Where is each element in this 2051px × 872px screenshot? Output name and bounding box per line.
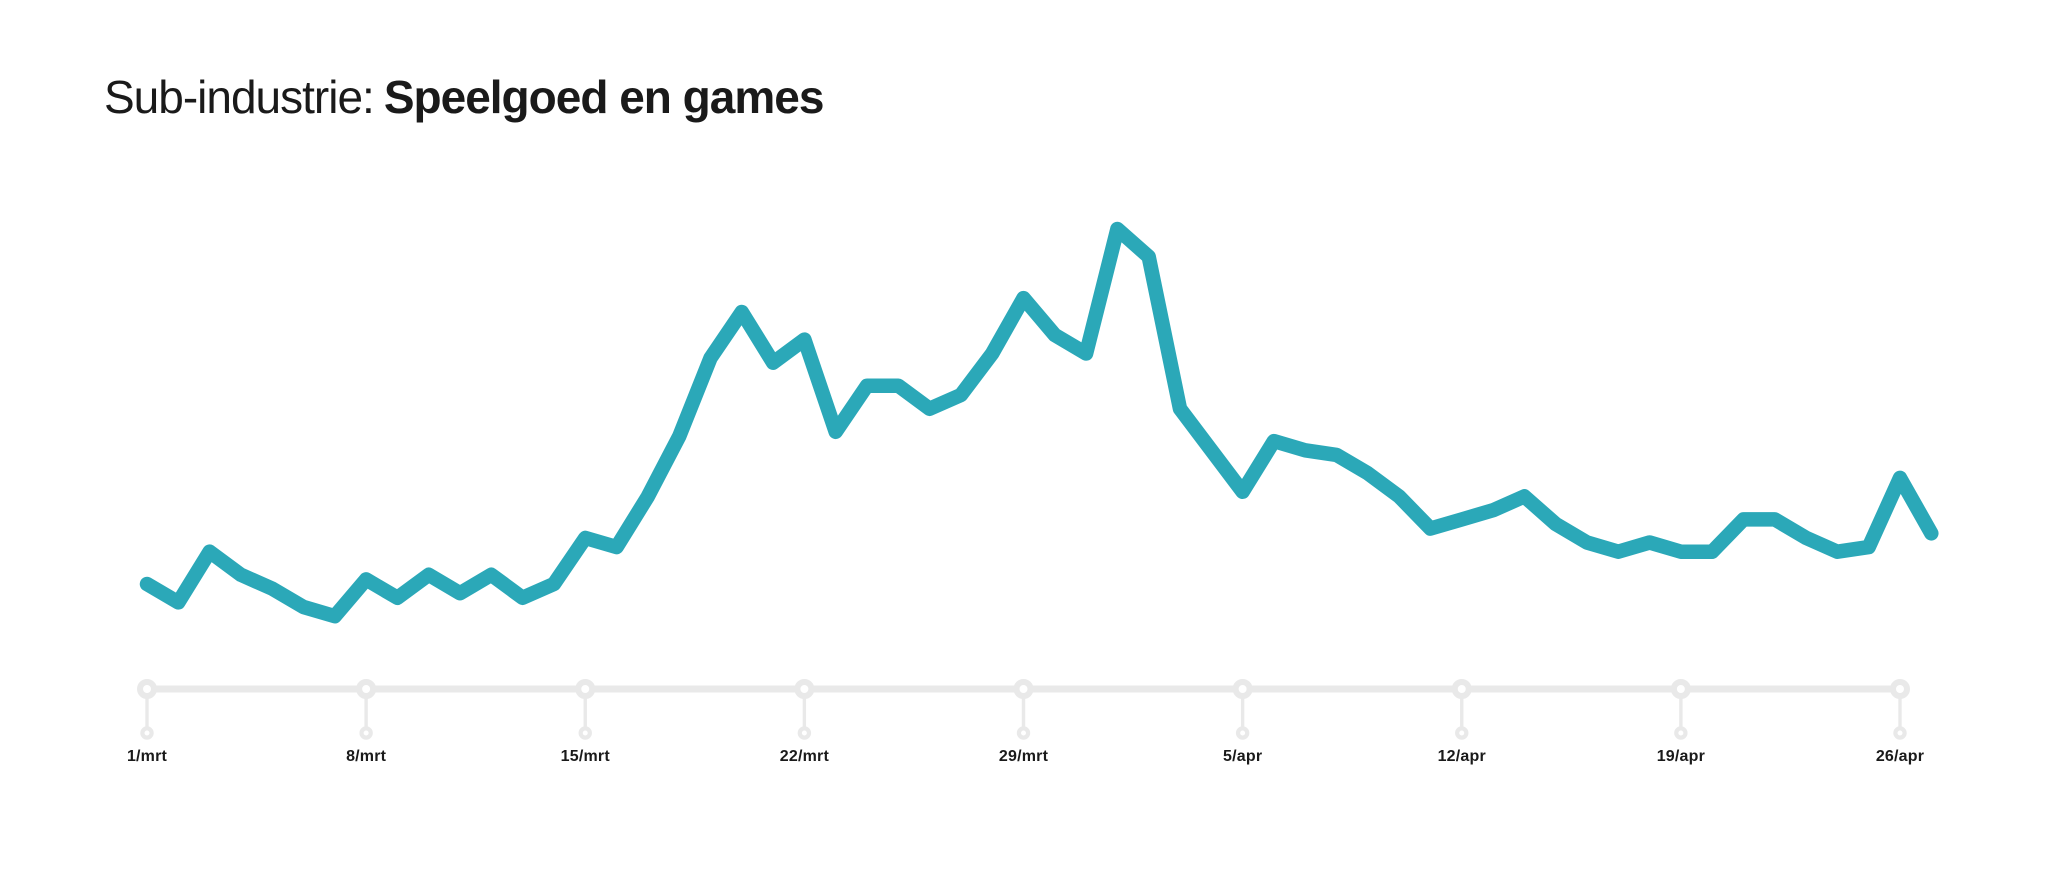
x-tick-label: 12/apr [1437, 748, 1486, 765]
x-axis-tick [1890, 679, 1910, 740]
page-title: Sub-industrie: Speelgoed en games [104, 70, 825, 124]
x-tick-label: 26/apr [1875, 748, 1925, 765]
tick-ring-large [575, 679, 596, 699]
x-axis-tick [1232, 679, 1253, 740]
tick-ring-small [797, 726, 812, 740]
x-tick-label: 19/apr [1656, 748, 1706, 765]
tick-ring-large [1451, 679, 1472, 699]
tick-ring-large [1013, 679, 1034, 699]
tick-ring-small [1674, 726, 1688, 740]
title-highlight: Speelgoed en games [383, 71, 825, 123]
title-prefix: Sub-industrie: [104, 71, 375, 123]
x-axis-tick [1013, 679, 1034, 740]
tick-ring-small [140, 726, 154, 740]
tick-ring-large [137, 679, 157, 699]
x-axis-tick [137, 679, 157, 740]
tick-ring-small [1455, 726, 1469, 740]
tick-ring-large [794, 679, 815, 699]
tick-ring-large [1890, 679, 1910, 699]
x-tick-label: 22/mrt [779, 748, 829, 765]
tick-ring-small [1893, 726, 1907, 740]
x-tick-label: 8/mrt [346, 748, 387, 765]
x-axis-tick [575, 679, 596, 740]
tick-ring-small [1235, 726, 1250, 740]
trend-line [139, 221, 1939, 624]
x-axis-tick [794, 679, 815, 740]
x-axis-tick [356, 679, 377, 740]
tick-ring-large [356, 679, 377, 699]
tick-ring-large [1670, 679, 1691, 699]
x-tick-label: 29/mrt [998, 748, 1049, 765]
x-tick-label: 5/apr [1223, 748, 1263, 765]
x-tick-label: 15/mrt [560, 748, 610, 765]
tick-ring-small [1016, 726, 1031, 740]
tick-ring-small [359, 726, 373, 740]
x-axis-tick [1670, 679, 1691, 740]
x-axis-tick [1451, 679, 1472, 740]
tick-ring-small [578, 726, 592, 740]
x-tick-label: 1/mrt [126, 748, 168, 765]
tick-ring-large [1232, 679, 1253, 699]
